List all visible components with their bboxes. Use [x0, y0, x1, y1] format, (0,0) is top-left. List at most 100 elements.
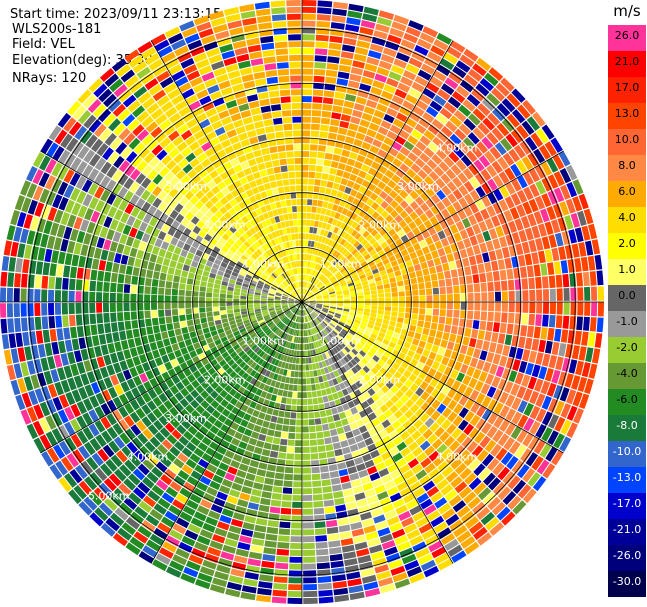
ppi-gate — [498, 199, 509, 212]
ppi-gate — [323, 499, 335, 507]
ppi-gate — [124, 320, 132, 330]
ppi-gate — [94, 406, 105, 419]
ppi-gate — [260, 228, 267, 236]
ppi-gate — [294, 315, 298, 322]
ppi-gate — [129, 536, 145, 550]
ppi-gate — [411, 146, 423, 157]
ppi-gate — [254, 304, 260, 307]
ppi-gate — [205, 447, 216, 457]
ppi-gate — [56, 224, 66, 238]
ppi-gate — [541, 411, 553, 426]
ppi-gate — [279, 368, 284, 375]
ppi-gate — [433, 39, 449, 51]
ppi-gate — [147, 424, 159, 436]
ppi-gate — [309, 298, 316, 301]
ppi-gate — [413, 242, 421, 251]
ppi-gate — [289, 285, 294, 291]
ppi-gate — [69, 172, 81, 187]
ppi-gate — [531, 252, 540, 265]
ppi-gate — [287, 590, 302, 598]
ppi-gate — [295, 316, 299, 322]
ppi-gate — [384, 371, 393, 380]
ppi-gate — [481, 195, 492, 208]
ppi-gate — [441, 419, 452, 430]
ppi-gate — [177, 51, 192, 63]
ppi-gate — [343, 37, 357, 46]
ppi-gate — [305, 357, 309, 364]
ppi-gate — [302, 247, 305, 253]
ppi-gate — [377, 181, 387, 190]
ppi-gate — [348, 351, 356, 358]
ppi-gate — [435, 330, 443, 339]
ppi-gate — [298, 330, 301, 337]
ppi-gate — [366, 198, 375, 207]
ppi-gate — [57, 165, 69, 180]
ppi-gate — [364, 291, 371, 296]
ppi-gate — [380, 343, 388, 350]
ppi-gate — [210, 400, 220, 409]
ppi-gate — [448, 151, 460, 163]
ppi-gate — [70, 187, 81, 202]
ppi-gate — [383, 245, 391, 254]
ppi-gate — [307, 247, 311, 254]
ppi-gate — [89, 395, 100, 408]
ppi-gate — [406, 529, 421, 540]
ppi-gate — [15, 394, 26, 411]
ppi-gate — [357, 33, 372, 43]
ppi-gate — [135, 185, 146, 197]
ppi-gate — [149, 253, 158, 263]
ppi-gate — [315, 172, 322, 179]
ppi-gate — [496, 506, 511, 521]
ppi-gate — [404, 312, 412, 319]
ppi-gate — [350, 521, 363, 531]
ppi-gate — [117, 173, 129, 186]
ppi-gate — [332, 281, 339, 286]
ppi-gate — [442, 332, 450, 341]
ppi-gate — [492, 107, 506, 122]
ppi-gate — [576, 316, 583, 331]
ppi-gate — [302, 344, 305, 351]
ppi-gate — [277, 389, 284, 396]
ppi-gate — [44, 248, 53, 263]
ppi-gate — [326, 181, 334, 189]
ppi-gate — [80, 348, 89, 361]
ppi-gate — [356, 154, 366, 163]
ppi-gate — [348, 585, 364, 594]
ppi-gate — [254, 306, 261, 310]
ppi-gate — [445, 278, 453, 287]
ppi-gate — [516, 175, 528, 189]
ppi-gate — [318, 332, 323, 339]
ppi-gate — [335, 85, 347, 93]
ppi-gate — [388, 228, 397, 237]
ppi-gate — [330, 189, 338, 197]
ppi-gate — [422, 164, 433, 175]
ppi-gate — [186, 319, 194, 327]
ppi-gate — [352, 109, 363, 118]
ppi-gate — [307, 199, 313, 206]
ppi-gate — [224, 450, 235, 459]
ppi-gate — [434, 497, 448, 509]
ppi-gate — [288, 297, 295, 300]
ppi-gate — [32, 169, 44, 185]
ppi-gate — [303, 549, 316, 556]
ppi-gate — [249, 227, 257, 235]
ppi-gate — [112, 409, 123, 422]
ppi-gate — [330, 300, 337, 302]
ppi-gate — [449, 333, 457, 343]
ppi-gate — [390, 64, 405, 75]
ppi-gate — [118, 419, 130, 432]
ppi-gate — [399, 146, 411, 157]
ppi-gate — [174, 441, 185, 452]
ppi-gate — [398, 45, 413, 57]
ppi-gate — [384, 292, 392, 298]
ppi-gate — [463, 181, 475, 193]
ppi-gate — [230, 362, 239, 370]
ppi-gate — [336, 325, 343, 331]
ppi-gate — [386, 130, 398, 141]
ppi-gate — [292, 315, 296, 321]
ppi-gate — [315, 535, 328, 542]
ppi-gate — [283, 272, 288, 279]
ppi-gate — [82, 291, 89, 302]
ppi-gate — [129, 168, 141, 181]
ppi-gate — [100, 189, 111, 202]
